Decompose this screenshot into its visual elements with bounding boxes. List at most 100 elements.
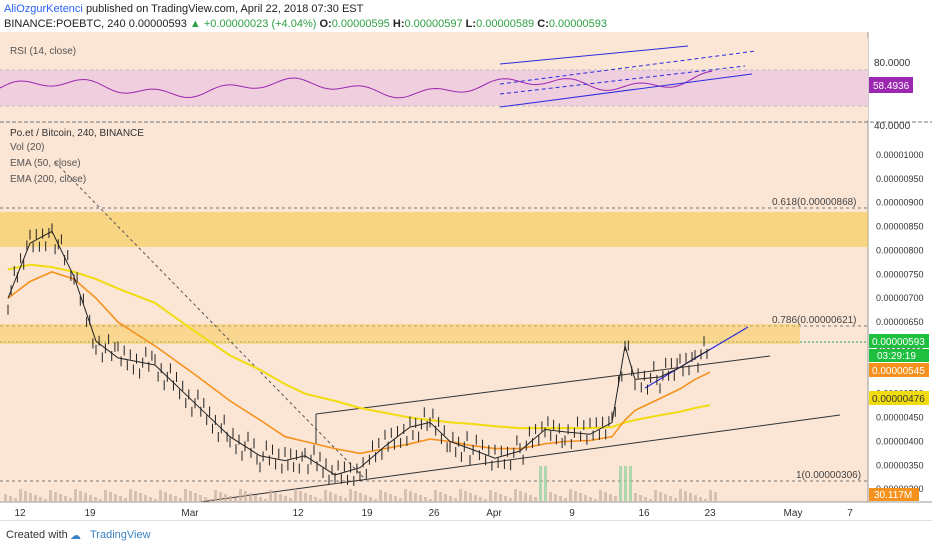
y-tick-1: 0.00000950: [876, 174, 924, 184]
resistance-zone-lower: [0, 324, 800, 344]
volume-bar: [449, 496, 452, 501]
volume-bar: [564, 498, 567, 501]
volume-bar: [609, 494, 612, 501]
volume-bar: [304, 493, 307, 501]
trading-chart[interactable]: RSI (14, close) 80.0000 40.0000 58.4936 …: [0, 32, 932, 520]
volume-bar: [124, 498, 127, 501]
tradingview-brand[interactable]: TradingView: [90, 529, 151, 541]
volume-bar: [519, 491, 522, 501]
volume-bar: [264, 499, 267, 501]
volume-bar: [704, 499, 707, 501]
rsi-current-tag: 58.4936: [873, 81, 910, 92]
volume-bar: [179, 498, 182, 501]
volume-bar: [209, 499, 212, 501]
volume-bar: [349, 489, 352, 501]
volume-bar: [424, 497, 427, 501]
resistance-zone-upper: [0, 212, 868, 247]
volume-bar: [39, 497, 42, 501]
volume-bar: [59, 494, 62, 501]
volume-bar: [29, 493, 32, 501]
ema50-line: [7, 271, 711, 455]
volume-bars: [4, 466, 717, 501]
price-change: ▲ +0.00000023 (+4.04%): [189, 18, 317, 30]
tradingview-cloud-icon: ☁: [70, 530, 81, 542]
volume-bar: [364, 495, 367, 501]
volume-bar: [104, 490, 107, 501]
fib-label-1: 1(0.00000306): [796, 470, 861, 481]
volume-bar: [299, 491, 302, 501]
volume-bar: [229, 496, 232, 501]
volume-bar: [574, 491, 577, 501]
volume-bar: [189, 491, 192, 501]
x-tick-1: 19: [84, 508, 96, 519]
volume-bar: [254, 495, 257, 501]
open-value: 0.00000595: [331, 18, 390, 30]
symbol-label: BINANCE:POEBTC, 240: [4, 18, 126, 30]
x-tick-6: Apr: [486, 508, 502, 519]
volume-bar: [219, 492, 222, 501]
volume-bar: [344, 498, 347, 501]
volume-bar: [444, 494, 447, 501]
volume-bar: [674, 498, 677, 501]
rsi-trend-dash-upper: [499, 50, 757, 85]
volume-bar: [429, 499, 432, 501]
volume-bar: [624, 466, 627, 501]
channel-upper-line: [315, 355, 771, 415]
publish-line: AliOzgurKetenci published on TradingView…: [4, 3, 363, 15]
author-link[interactable]: AliOzgurKetenci: [4, 3, 83, 15]
volume-bar: [384, 492, 387, 501]
y-tick-6: 0.00000700: [876, 293, 924, 303]
rsi-line: [0, 70, 713, 99]
volume-bar: [469, 493, 472, 501]
volume-bar: [24, 491, 27, 501]
volume-bar: [259, 497, 262, 501]
x-tick-5: 26: [428, 508, 440, 519]
volume-bar: [684, 491, 687, 501]
legend-symbol: Po.et / Bitcoin, 240, BINANCE: [10, 128, 144, 139]
volume-bar: [239, 489, 242, 501]
volume-bar: [84, 493, 87, 501]
y-tick-13: 0.00000350: [876, 460, 924, 470]
volume-bar: [654, 490, 657, 501]
volume-bar: [504, 496, 507, 501]
volume-bar: [499, 494, 502, 501]
legend-volume: Vol (20): [10, 142, 44, 153]
y-tick-5: 0.00000750: [876, 269, 924, 279]
volume-bar: [479, 497, 482, 501]
volume-bar: [629, 466, 632, 501]
volume-bar: [54, 492, 57, 501]
volume-bar: [409, 491, 412, 501]
volume-bar: [99, 499, 102, 501]
x-tick-7: 9: [569, 508, 575, 519]
volume-bar: [464, 491, 467, 501]
rsi-band: [0, 70, 868, 106]
volume-bar: [509, 498, 512, 501]
volume-bar: [244, 491, 247, 501]
volume-bar: [669, 496, 672, 501]
low-value: 0.00000589: [476, 18, 535, 30]
volume-bar: [594, 499, 597, 501]
volume-bar: [174, 496, 177, 501]
volume-bar: [554, 494, 557, 501]
volume-bar: [139, 493, 142, 501]
volume-bar: [514, 489, 517, 501]
volume-bar: [649, 499, 652, 501]
x-tick-9: 23: [704, 508, 716, 519]
volume-bar: [4, 494, 7, 501]
rsi-trend-upper: [499, 45, 689, 65]
volume-bar: [394, 496, 397, 501]
x-tick-3: 12: [292, 508, 304, 519]
volume-bar: [359, 493, 362, 501]
close-value: 0.00000593: [548, 18, 607, 30]
publish-info: published on TradingView.com, April 22, …: [85, 3, 364, 15]
volume-bar: [164, 492, 167, 501]
volume-bar: [389, 494, 392, 501]
diagonal-downtrend-line: [54, 161, 366, 480]
volume-bar: [714, 492, 717, 501]
volume-bar: [199, 495, 202, 501]
y-tick-3: 0.00000850: [876, 222, 924, 232]
volume-bar: [154, 499, 157, 501]
volume-bar: [284, 496, 287, 501]
volume-bar: [644, 497, 647, 501]
y-axis-ticks: 0.00001000 0.00000950 0.00000900 0.00000850…: [876, 150, 924, 494]
